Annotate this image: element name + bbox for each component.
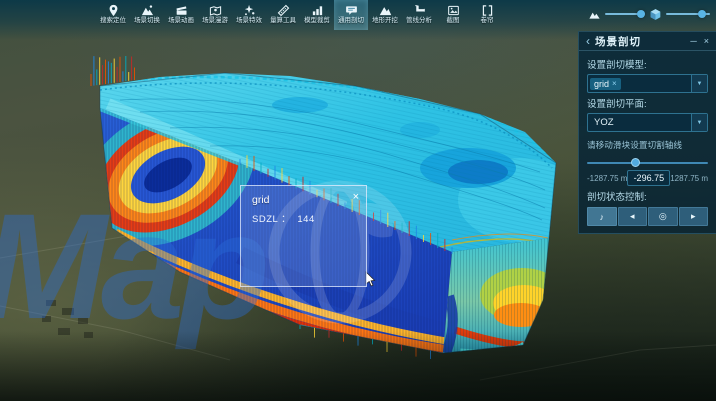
clip-position-slider[interactable]: [587, 158, 708, 167]
toolbar-item-label: 场景动画: [168, 17, 194, 24]
popup-attr-label: SDZL: [252, 214, 278, 225]
model-tag-text: grid: [594, 78, 610, 89]
range-min-value: -1287.75 m: [587, 173, 628, 183]
model-outline: [99, 72, 557, 354]
toolbar-item-0[interactable]: 搜索定位: [96, 0, 130, 30]
bar-chart-icon: [311, 3, 324, 17]
clip-model-label: 设置剖切模型:: [587, 60, 647, 71]
model-tag-remove-icon[interactable]: ×: [612, 79, 617, 88]
toolbar-item-6[interactable]: 模型裁剪: [300, 0, 334, 30]
map-roam-icon: [209, 3, 222, 17]
terrain-opacity-slider[interactable]: [605, 10, 645, 18]
toolbar-item-10[interactable]: 截图: [436, 0, 470, 30]
attribute-popup: grid SDZL ： 144 ×: [240, 185, 367, 287]
cube-icon: [649, 7, 662, 21]
clip-control-buttons: ♪ ◂ ◎ ▸: [587, 207, 708, 226]
toolbar-item-8[interactable]: 地形开挖: [368, 0, 402, 30]
toolbar-item-label: 量算工具: [270, 17, 296, 24]
range-max-value: 1287.75 m: [670, 173, 708, 183]
popup-attr-value: 144: [297, 214, 315, 225]
toolbar-item-1[interactable]: 场景切换: [130, 0, 164, 30]
clapperboard-icon: [175, 3, 188, 17]
scene-clipping-panel: ‹ 场景剖切 ─ × 设置剖切模型: grid × ▼ 设置剖切平面: YOZ …: [578, 31, 716, 234]
main-toolbar: 搜索定位 场景切换 场景动画 场景漫游 场景特效 量算工具 模型裁剪 通用剖切 地形开挖 管线分析…: [96, 0, 504, 30]
screenshot-icon: [447, 3, 460, 17]
speech-bubble-icon: [345, 3, 358, 17]
model-opacity-slider[interactable]: [666, 10, 710, 18]
toolbar-item-label: 卷帘: [480, 17, 494, 24]
panel-title: 场景剖切: [595, 35, 641, 48]
popup-title: grid: [252, 194, 270, 206]
location-pin-icon: [107, 3, 120, 17]
layer-opacity-controls: [588, 4, 714, 24]
clip-state-label: 剖切状态控制:: [587, 192, 647, 203]
toolbar-item-9[interactable]: 管线分析: [402, 0, 436, 30]
bottom-vignette: [0, 331, 716, 401]
ruler-icon: [277, 3, 290, 17]
popup-close-icon[interactable]: ×: [352, 191, 359, 203]
popup-attr-separator: ：: [281, 214, 292, 225]
toolbar-item-label: 地形开挖: [372, 17, 398, 24]
clip-model-select[interactable]: grid × ▼: [587, 74, 708, 93]
sparkles-icon: [243, 3, 256, 17]
toolbar-item-label: 场景漫游: [202, 17, 228, 24]
toolbar-item-4[interactable]: 场景特效: [232, 0, 266, 30]
pipe-icon: [413, 3, 426, 17]
terrain-opacity-handle[interactable]: [637, 10, 645, 18]
slider-hint-text: 请移动滑块设置切割轴线: [587, 140, 683, 150]
toolbar-item-label: 截图: [446, 17, 460, 24]
toolbar-item-label: 模型裁剪: [304, 17, 330, 24]
reset-button[interactable]: ◎: [648, 207, 678, 226]
model-tag-chip: grid ×: [590, 77, 621, 90]
chevron-down-icon[interactable]: ▼: [691, 75, 707, 92]
toolbar-item-11[interactable]: 卷帘: [470, 0, 504, 30]
popup-attribute-row: SDZL ： 144: [241, 206, 366, 225]
toolbar-item-label: 场景切换: [134, 17, 160, 24]
scene-mountain-icon: [141, 3, 154, 17]
terrain-icon: [379, 3, 392, 17]
clip-plane-select[interactable]: YOZ ▼: [587, 113, 708, 132]
clip-plane-value: YOZ: [594, 117, 614, 128]
split-view-icon: [481, 3, 494, 17]
step-forward-button[interactable]: ▸: [678, 207, 708, 226]
terrain-layer-icon: [588, 7, 601, 21]
clip-plane-label: 设置剖切平面:: [587, 99, 647, 110]
toolbar-item-2[interactable]: 场景动画: [164, 0, 198, 30]
toolbar-item-label: 通用剖切: [338, 17, 364, 24]
watermark: Map: [0, 180, 412, 350]
slider-track[interactable]: [587, 162, 708, 164]
toolbar-item-label: 场景特效: [236, 17, 262, 24]
panel-back-icon[interactable]: ‹: [586, 34, 590, 48]
toolbar-item-7[interactable]: 通用剖切: [334, 0, 368, 30]
model-opacity-handle[interactable]: [698, 10, 706, 18]
slider-values-row: -1287.75 m -296.75 1287.75 m: [587, 170, 708, 186]
watermark-text: Map: [0, 182, 265, 350]
panel-header: ‹ 场景剖切 ─ ×: [579, 32, 716, 51]
toolbar-item-label: 管线分析: [406, 17, 432, 24]
play-pause-button[interactable]: ♪: [587, 207, 617, 226]
slider-handle[interactable]: [631, 158, 641, 167]
panel-minimize-icon[interactable]: ─: [690, 36, 697, 46]
toolbar-item-5[interactable]: 量算工具: [266, 0, 300, 30]
watermark-globe-icon: [268, 180, 412, 324]
toolbar-item-label: 搜索定位: [100, 17, 126, 24]
step-backward-button[interactable]: ◂: [617, 207, 647, 226]
toolbar-item-3[interactable]: 场景漫游: [198, 0, 232, 30]
chevron-down-icon[interactable]: ▼: [691, 114, 707, 131]
current-value-input[interactable]: -296.75: [627, 170, 671, 186]
panel-close-icon[interactable]: ×: [703, 36, 709, 46]
